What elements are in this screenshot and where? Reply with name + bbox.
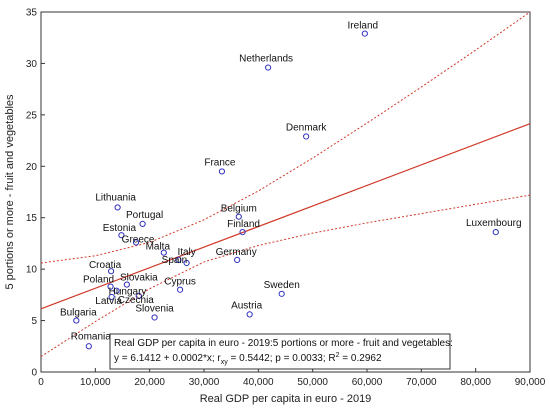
point-label: Italy	[177, 247, 195, 258]
x-tick-label: 60,000	[352, 377, 383, 388]
stats-r2-sup: 2	[336, 352, 340, 359]
data-point	[118, 232, 125, 239]
x-tick-label: 30,000	[189, 377, 220, 388]
point-label: Malta	[146, 242, 171, 253]
stats-eq-suffix: = 0.5442; p = 0.0033; R	[228, 353, 336, 364]
data-point	[246, 311, 253, 318]
x-tick-label: 70,000	[406, 377, 437, 388]
point-label: Hungary	[109, 287, 147, 298]
confidence-upper-line	[40, 11, 531, 264]
point-label: Sweden	[264, 280, 300, 291]
y-tick-label: 25	[26, 110, 38, 121]
data-point	[183, 259, 190, 267]
regression-line	[40, 123, 531, 310]
data-point	[114, 204, 121, 211]
point-label: Belgium	[221, 204, 257, 215]
data-point	[132, 239, 140, 246]
point-label: Netherlands	[239, 54, 293, 65]
stats-annotation-box	[109, 333, 451, 370]
data-point	[492, 229, 499, 236]
confidence-band	[40, 11, 531, 357]
y-tick-label: 10	[26, 265, 38, 276]
point-label: Slovenia	[135, 303, 174, 314]
point-label: Latvia	[95, 296, 122, 307]
y-axis-title: 5 portions or more - fruit and vegetable…	[4, 94, 16, 290]
x-tick-label: 50,000	[297, 377, 328, 388]
data-point	[113, 287, 120, 294]
point-label: France	[204, 157, 236, 168]
plot-frame	[40, 11, 531, 373]
stats-eq-prefix: y = 6.1412 + 0.0002*x; r	[114, 353, 221, 364]
data-point	[135, 292, 142, 299]
data-point	[160, 249, 167, 256]
data-point	[139, 220, 146, 227]
data-point	[107, 268, 115, 275]
y-tick-label: 0	[31, 368, 37, 379]
stats-annotation: Real GDP per capita in euro - 2019:5 por…	[109, 333, 453, 370]
confidence-lower-line	[40, 194, 531, 357]
point-label: Greece	[122, 234, 155, 245]
x-tick-label: 40,000	[243, 377, 274, 388]
point-label: Luxembourg	[466, 218, 522, 229]
point-label: Estonia	[103, 223, 137, 234]
point-label: Poland	[83, 275, 114, 286]
y-axis-ticks: 0 5 10 15 20 25 30 35	[26, 8, 45, 379]
data-point	[176, 286, 184, 293]
data-point	[108, 293, 115, 301]
data-point	[85, 343, 92, 350]
point-label: Spain	[162, 255, 188, 266]
point-label: Romania	[71, 331, 111, 342]
stats-annotation-line2: y = 6.1412 + 0.0002*x; rxy = 0.5442; p =…	[114, 352, 382, 366]
x-tick-label: 10,000	[80, 377, 111, 388]
point-label: Austria	[231, 300, 263, 311]
y-tick-label: 35	[26, 8, 38, 19]
point-label: Czechia	[118, 295, 155, 306]
data-point	[361, 30, 368, 37]
stats-r2-value: = 0.2962	[340, 353, 382, 364]
data-point	[235, 213, 242, 220]
data-points	[73, 30, 499, 350]
x-tick-label: 0	[38, 377, 44, 388]
point-label: Denmark	[286, 122, 328, 133]
y-tick-label: 5	[31, 316, 37, 327]
y-tick-label: 20	[26, 162, 38, 173]
point-label: Bulgaria	[60, 308, 97, 319]
point-label: Portugal	[126, 210, 163, 221]
data-point	[234, 256, 241, 263]
point-label: Germany	[216, 247, 257, 258]
point-labels: Ireland Netherlands Denmark France Lithuania…	[60, 21, 522, 343]
x-axis-title: Real GDP per capita in euro - 2019	[200, 393, 372, 405]
data-point	[218, 168, 226, 175]
point-label: Slovakia	[120, 273, 158, 284]
y-tick-label: 15	[26, 213, 38, 224]
data-point	[278, 290, 285, 297]
point-label: Cyprus	[164, 277, 196, 288]
data-point	[123, 281, 130, 288]
data-point	[151, 314, 158, 321]
x-axis-ticks: 0 10,000 20,000 30,000 40,000 50,000 60,000 70,…	[38, 368, 546, 388]
point-label: Croatia	[89, 260, 122, 271]
y-tick-label: 30	[26, 59, 38, 70]
regression-fit-line	[40, 123, 531, 310]
data-point	[265, 64, 272, 71]
data-point	[303, 133, 310, 140]
data-point	[175, 256, 182, 263]
x-tick-label: 90,000	[515, 377, 546, 388]
data-point	[239, 229, 246, 236]
point-label: Ireland	[348, 21, 379, 32]
point-label: Finland	[227, 219, 260, 230]
data-point	[73, 317, 80, 324]
data-point	[107, 283, 114, 290]
point-label: Lithuania	[95, 192, 136, 203]
stats-annotation-line1: Real GDP per capita in euro - 2019:5 por…	[114, 338, 453, 349]
x-tick-label: 20,000	[134, 377, 165, 388]
x-tick-label: 80,000	[460, 377, 491, 388]
stats-r-sub: xy	[221, 359, 229, 366]
